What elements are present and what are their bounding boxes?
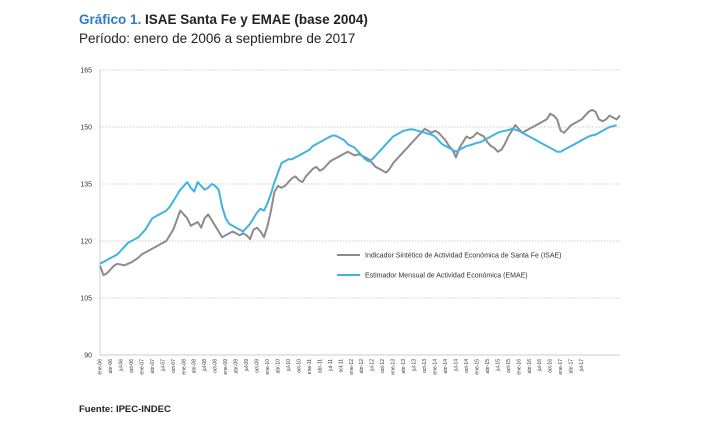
x-tick-label: oct-07 <box>171 359 177 373</box>
x-tick-label: jul-16 <box>537 359 543 372</box>
x-tick-label: ene-11 <box>307 359 313 374</box>
legend-label: Indicador Sintético de Actividad Económi… <box>365 253 562 260</box>
x-tick-label: abr-08 <box>192 359 198 374</box>
y-tick-label: 90 <box>84 353 92 360</box>
x-tick-label: ene-08 <box>181 359 187 375</box>
x-tick-label: abr-14 <box>443 359 449 374</box>
chart-title-text: ISAE Santa Fe y EMAE (base 2004) <box>141 12 368 27</box>
chart-title: Gráfico 1. ISAE Santa Fe y EMAE (base 20… <box>79 12 368 27</box>
x-tick-label: ene-09 <box>223 359 229 375</box>
x-tick-label: abr-16 <box>527 359 533 374</box>
y-tick-label: 105 <box>80 296 92 303</box>
x-tick-label: oct-13 <box>422 359 428 373</box>
chart-number: Gráfico 1. <box>79 12 142 27</box>
x-tick-label: ene-12 <box>349 359 355 375</box>
x-tick-label: ene-13 <box>391 359 397 375</box>
x-tick-label: oct-10 <box>296 359 302 373</box>
x-tick-label: abr-12 <box>359 359 365 374</box>
x-tick-label: abr-13 <box>401 359 407 374</box>
x-tick-label: oct-09 <box>255 359 261 373</box>
x-tick-label: jul-13 <box>412 359 418 372</box>
x-tick-label: jul-15 <box>495 359 501 372</box>
x-tick-label: jul-07 <box>160 359 166 372</box>
chart-subtitle: Período: enero de 2006 a septiembre de 2… <box>79 31 356 46</box>
legend-label: Estimador Mensual de Actividad Económica… <box>365 273 528 280</box>
x-axis: ene-06 abr-06 jul-06 oct-06 ene-07 abr-07 jul-… <box>98 359 586 375</box>
x-tick-label: ene-16 <box>516 359 522 375</box>
series-line-emae <box>99 124 617 265</box>
x-tick-label: ene-15 <box>474 359 480 375</box>
x-tick-label: abr-06 <box>108 359 114 374</box>
x-tick-label: jul-08 <box>202 359 208 372</box>
series-lines <box>99 108 621 277</box>
x-tick-label: ene-10 <box>265 359 271 375</box>
x-tick-label: oct-14 <box>464 359 470 373</box>
x-tick-label: oct-06 <box>129 359 135 373</box>
x-tick-label: abr-17 <box>569 359 575 374</box>
x-tick-label: oct-11 <box>338 359 344 373</box>
x-tick-label: abr-15 <box>485 359 491 374</box>
x-tick-label: jul-06 <box>118 359 124 372</box>
x-tick-label: jul-09 <box>244 359 250 372</box>
y-tick-label: 135 <box>80 182 92 189</box>
x-tick-label: abr-07 <box>150 359 156 374</box>
x-tick-label: ene-14 <box>433 359 439 375</box>
x-tick-label: abr-10 <box>275 359 281 374</box>
grid <box>100 69 620 356</box>
x-tick-label: ene-07 <box>139 359 145 375</box>
x-tick-label: abr-09 <box>234 359 240 374</box>
y-tick-label: 165 <box>80 68 92 75</box>
y-axis: 90 105 120 135 150 165 <box>80 68 101 360</box>
legend: Indicador Sintético de Actividad Económi… <box>337 253 562 280</box>
x-tick-label: ene-17 <box>558 359 564 375</box>
x-tick-label: jul-17 <box>579 359 585 372</box>
x-tick-label: oct-12 <box>380 359 386 373</box>
source-note: Fuente: IPEC-INDEC <box>79 404 171 415</box>
x-tick-label: abr-11 <box>317 359 323 373</box>
x-tick-label: oct-08 <box>213 359 219 373</box>
y-tick-label: 150 <box>80 125 92 132</box>
x-tick-label: jul-14 <box>453 359 459 372</box>
x-tick-label: jul-11 <box>328 359 334 372</box>
x-tick-label: jul-10 <box>286 359 292 372</box>
x-tick-label: ene-06 <box>98 359 104 375</box>
x-tick-label: jul-12 <box>370 359 376 372</box>
x-tick-label: oct-16 <box>548 359 554 373</box>
y-tick-label: 120 <box>80 239 92 246</box>
x-tick-label: oct-15 <box>506 359 512 373</box>
